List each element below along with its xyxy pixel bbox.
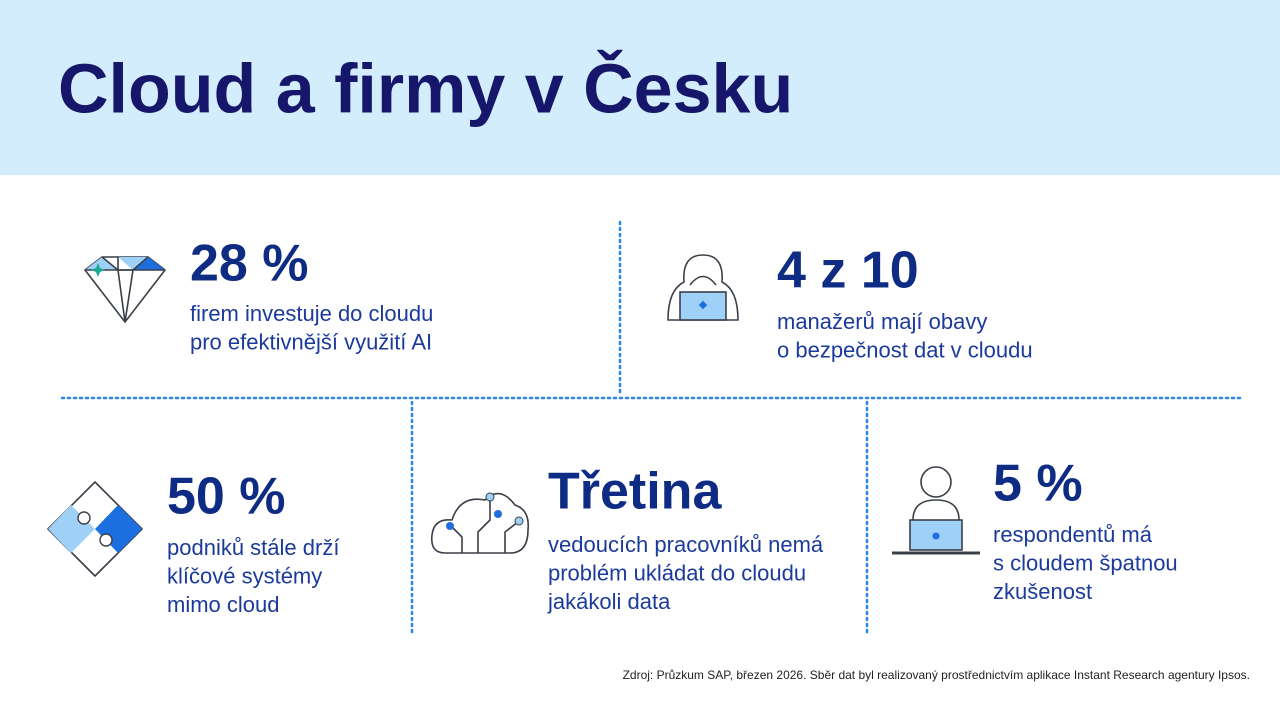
hacker-icon bbox=[667, 254, 739, 321]
stat-description: podniků stále drží bbox=[167, 535, 339, 560]
stat-value: Třetina bbox=[548, 463, 722, 521]
stat-value: 5 % bbox=[993, 455, 1083, 513]
stat-description: jakákoli data bbox=[547, 589, 671, 614]
person-laptop-icon bbox=[892, 466, 980, 555]
stat-description: pro efektivnější využití AI bbox=[190, 329, 432, 354]
stat-value: 28 % bbox=[190, 235, 309, 293]
stat-description: zkušenost bbox=[993, 579, 1092, 604]
stat-description: respondentů má bbox=[993, 522, 1153, 547]
title: Cloud a firmy v Česku bbox=[58, 48, 793, 127]
stat-description: problém ukládat do cloudu bbox=[548, 560, 806, 585]
stat-description: mimo cloud bbox=[167, 592, 279, 617]
stat-description: o bezpečnost dat v cloudu bbox=[777, 337, 1033, 362]
puzzle-icon bbox=[47, 481, 143, 577]
stat-value: 50 % bbox=[167, 468, 286, 526]
cloud-icon bbox=[430, 492, 530, 554]
stat-description: firem investuje do cloudu bbox=[190, 301, 433, 326]
stat-description: s cloudem špatnou bbox=[993, 550, 1178, 575]
stats: 28 % firem investuje do cloudu pro efektiv… bbox=[167, 235, 1178, 617]
source-note: Zdroj: Průzkum SAP, březen 2026. Sběr da… bbox=[623, 668, 1250, 682]
diamond-icon bbox=[84, 256, 166, 323]
stat-description: klíčové systémy bbox=[167, 563, 322, 588]
dividers bbox=[60, 220, 1242, 634]
header-band bbox=[0, 0, 1280, 175]
stat-description: manažerů mají obavy bbox=[777, 309, 987, 334]
stat-value: 4 z 10 bbox=[777, 242, 919, 300]
stat-description: vedoucích pracovníků nemá bbox=[548, 532, 824, 557]
